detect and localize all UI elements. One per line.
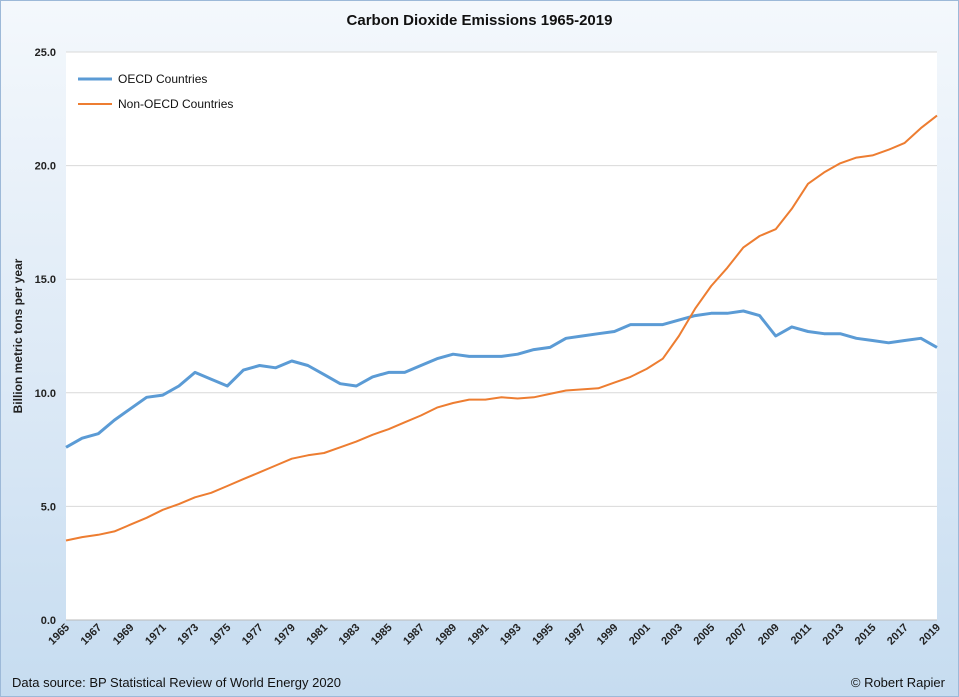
x-tick-label: 2011 [789, 622, 814, 647]
x-tick-label: 1985 [369, 622, 395, 648]
x-tick-label: 2019 [917, 622, 943, 648]
x-tick-label: 1999 [595, 622, 621, 648]
x-tick-label: 1997 [562, 622, 588, 648]
x-tick-label: 2005 [692, 622, 718, 648]
x-tick-label: 1967 [79, 622, 105, 648]
x-tick-label: 1973 [175, 622, 201, 648]
data-source-note: Data source: BP Statistical Review of Wo… [12, 675, 342, 690]
x-tick-label: 1977 [240, 622, 266, 648]
plot-area [66, 52, 937, 620]
y-tick-label: 15.0 [35, 274, 56, 286]
x-tick-label: 1991 [466, 622, 492, 648]
x-tick-label: 2013 [821, 622, 847, 648]
y-tick-label: 25.0 [35, 47, 56, 59]
x-tick-label: 1983 [337, 622, 363, 648]
credit-note: © Robert Rapier [850, 675, 945, 690]
x-tick-label: 1979 [272, 622, 298, 648]
x-tick-label: 1971 [143, 622, 169, 648]
x-tick-label: 2015 [853, 622, 879, 648]
y-tick-label: 5.0 [41, 501, 56, 513]
x-tick-label: 1975 [208, 622, 234, 648]
y-axis-label: Billion metric tons per year [11, 258, 25, 413]
y-tick-label: 0.0 [41, 615, 56, 627]
legend-label: OECD Countries [118, 72, 207, 86]
x-tick-label: 1989 [433, 622, 459, 648]
x-tick-label: 1993 [498, 622, 524, 648]
chart-title: Carbon Dioxide Emissions 1965-2019 [346, 12, 613, 29]
x-tick-label: 1987 [401, 622, 427, 648]
x-tick-label: 1981 [304, 622, 330, 648]
x-tick-label: 2001 [627, 622, 653, 648]
x-tick-label: 2017 [885, 622, 911, 648]
legend-label: Non-OECD Countries [118, 97, 233, 111]
x-tick-label: 2007 [724, 622, 750, 648]
x-tick-label: 2009 [756, 622, 782, 648]
y-tick-label: 20.0 [35, 161, 56, 173]
x-tick-label: 1995 [530, 622, 556, 648]
x-tick-label: 2003 [659, 622, 685, 648]
x-tick-label: 1969 [111, 622, 137, 648]
y-tick-label: 10.0 [35, 388, 56, 400]
